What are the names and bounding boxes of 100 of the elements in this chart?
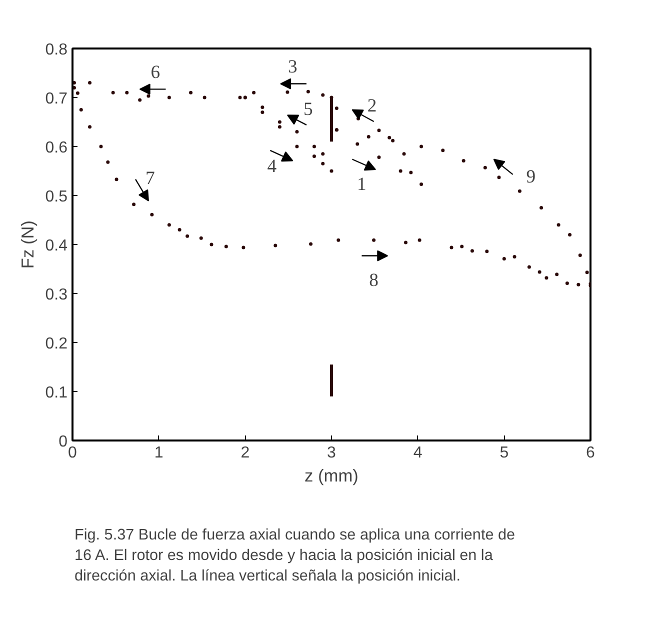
point xyxy=(202,96,206,100)
point xyxy=(540,206,544,210)
point xyxy=(409,170,413,174)
point xyxy=(150,212,154,216)
point xyxy=(366,134,370,138)
y-axis-title: Fz (N) xyxy=(17,220,38,269)
point xyxy=(336,238,340,242)
y-tick-label: 0.5 xyxy=(45,188,68,206)
x-tick-label: 5 xyxy=(500,444,509,462)
point xyxy=(485,250,489,254)
x-axis-title: z (mm) xyxy=(304,466,358,486)
point xyxy=(420,144,424,148)
point xyxy=(372,238,376,242)
y-tick-label: 0.3 xyxy=(45,286,68,304)
point xyxy=(242,246,246,250)
annotation: 5 xyxy=(304,98,313,120)
point xyxy=(309,242,313,246)
point xyxy=(483,166,487,170)
point xyxy=(450,246,454,250)
y-tick-label: 0 xyxy=(58,434,68,450)
point xyxy=(178,228,182,232)
point xyxy=(398,169,402,173)
point xyxy=(321,162,325,166)
annotation: 1 xyxy=(357,174,366,195)
point xyxy=(334,106,338,110)
point xyxy=(125,90,129,94)
point xyxy=(312,154,316,158)
point xyxy=(167,96,171,100)
point xyxy=(512,255,516,258)
point xyxy=(106,160,110,164)
point xyxy=(568,232,572,236)
point xyxy=(99,144,103,148)
x-tick-label: 4 xyxy=(413,444,422,462)
x-tick-label: 3 xyxy=(327,444,336,462)
point xyxy=(404,240,408,244)
point xyxy=(462,158,466,162)
point xyxy=(377,156,381,160)
point xyxy=(286,90,290,94)
annotation: 4 xyxy=(267,156,278,178)
point xyxy=(377,128,381,132)
y-tick-label: 0.1 xyxy=(45,384,68,402)
point xyxy=(518,189,522,193)
point xyxy=(441,148,445,152)
point xyxy=(210,242,214,246)
point xyxy=(321,152,325,156)
point xyxy=(132,202,136,206)
point xyxy=(420,182,424,186)
point xyxy=(585,270,589,274)
point xyxy=(527,265,531,269)
x-tick-label: 6 xyxy=(586,444,596,462)
point xyxy=(556,223,560,227)
point xyxy=(79,108,83,112)
point xyxy=(578,254,582,258)
point xyxy=(224,244,228,248)
annotation: 9 xyxy=(526,166,536,188)
point xyxy=(238,96,242,100)
point xyxy=(538,270,542,274)
point xyxy=(565,281,569,285)
point xyxy=(418,238,422,242)
point xyxy=(138,98,142,102)
point xyxy=(544,276,548,280)
point xyxy=(260,110,264,114)
x-tick-label: 2 xyxy=(240,444,250,462)
point xyxy=(576,282,580,286)
annotation: 8 xyxy=(369,270,378,291)
point xyxy=(330,169,334,173)
annotation: 6 xyxy=(150,62,160,84)
point xyxy=(111,90,115,94)
point xyxy=(146,94,150,98)
point xyxy=(260,106,264,110)
point xyxy=(278,120,282,124)
point xyxy=(391,138,395,142)
y-tick-label: 0.8 xyxy=(45,42,68,58)
point xyxy=(502,256,506,260)
point xyxy=(497,176,501,180)
y-tick-label: 0.2 xyxy=(45,336,68,352)
y-tick-label: 0.4 xyxy=(45,238,68,254)
text: Fig. 5.37 Bucle de fuerza axial cuando se aplica una corriente de 16 A. El rotor es movido desde y hacia la posición inicial en la dirección axial. La línea vertical señala la posición inicial. xyxy=(74,526,516,584)
point xyxy=(321,93,325,97)
point xyxy=(114,178,118,182)
point xyxy=(388,136,392,140)
point xyxy=(402,152,406,156)
point xyxy=(76,91,80,95)
point xyxy=(199,236,203,240)
annotation: 3 xyxy=(288,56,298,78)
point xyxy=(555,272,559,276)
y-tick-label: 0.6 xyxy=(45,140,68,156)
y-tick-label: 0.7 xyxy=(45,90,68,108)
point xyxy=(186,234,190,238)
point xyxy=(295,144,299,148)
point xyxy=(189,90,193,94)
point xyxy=(167,223,171,227)
point xyxy=(306,90,310,94)
point xyxy=(278,125,282,129)
point xyxy=(274,244,278,248)
point xyxy=(252,90,256,94)
annotation: 2 xyxy=(367,95,377,116)
point xyxy=(88,125,92,129)
point xyxy=(88,81,92,85)
point xyxy=(312,144,316,148)
